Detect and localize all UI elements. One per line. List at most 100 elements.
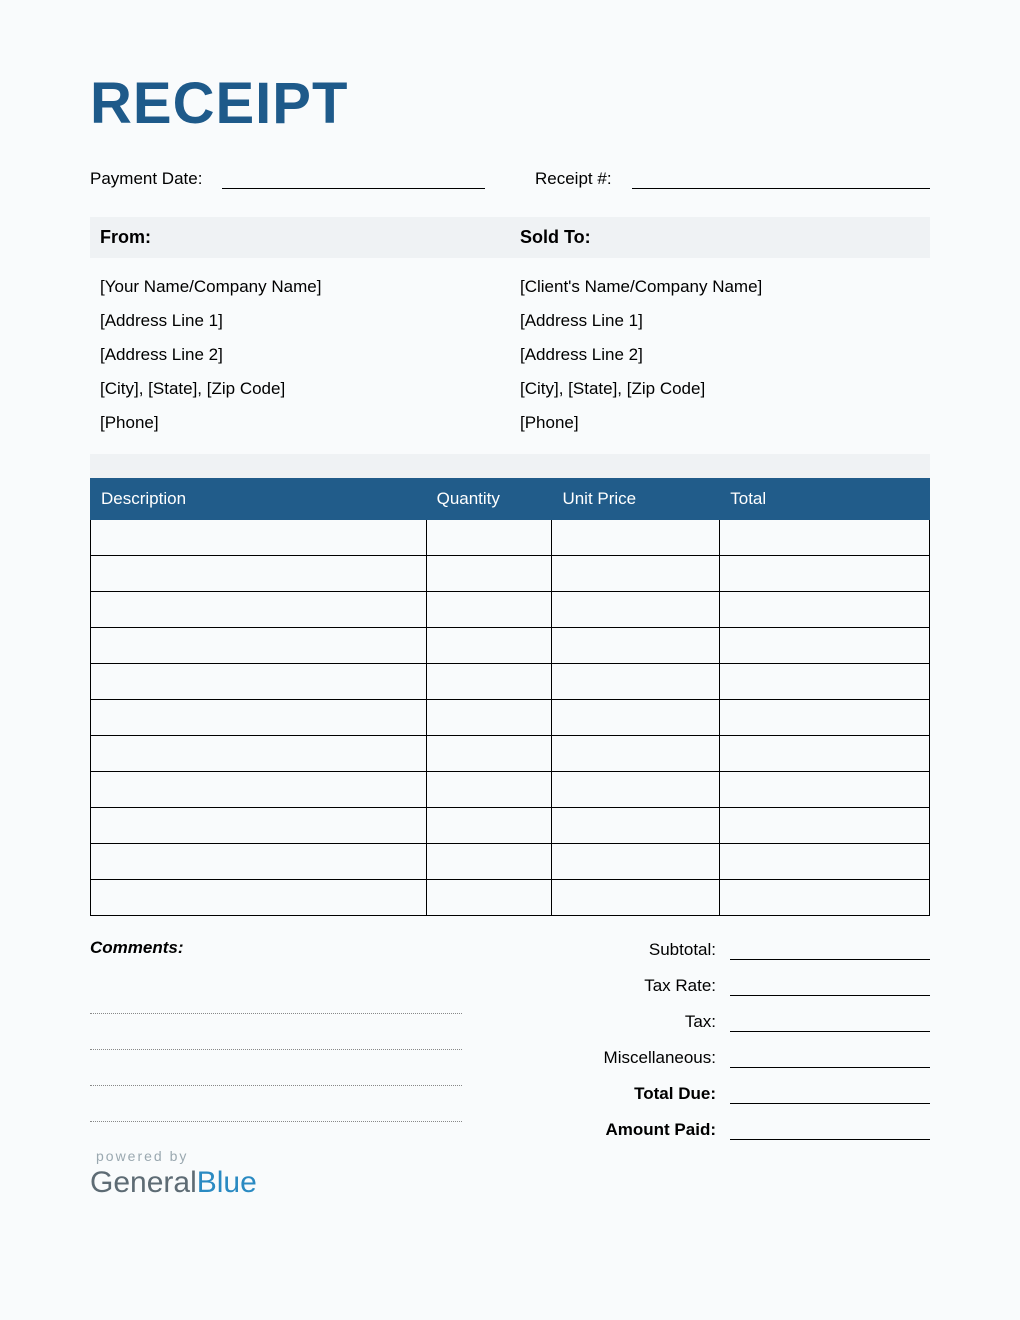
table-cell[interactable]: [91, 736, 427, 772]
totals-input[interactable]: [730, 1118, 930, 1140]
comment-line[interactable]: [90, 1086, 462, 1122]
soldto-line: [Phone]: [520, 406, 930, 440]
table-cell[interactable]: [552, 736, 720, 772]
items-table: Description Quantity Unit Price Total: [90, 478, 930, 916]
table-cell[interactable]: [720, 808, 930, 844]
table-cell[interactable]: [426, 520, 552, 556]
soldto-header: Sold To:: [510, 227, 930, 248]
table-cell[interactable]: [426, 664, 552, 700]
table-cell[interactable]: [552, 772, 720, 808]
table-cell[interactable]: [91, 844, 427, 880]
table-row: [91, 520, 930, 556]
totals-label: Amount Paid:: [502, 1120, 716, 1140]
document-title: RECEIPT: [90, 70, 930, 137]
table-cell[interactable]: [720, 592, 930, 628]
table-cell[interactable]: [91, 664, 427, 700]
table-row: [91, 700, 930, 736]
table-cell[interactable]: [91, 772, 427, 808]
totals-label: Tax:: [502, 1012, 716, 1032]
table-cell[interactable]: [426, 700, 552, 736]
bottom-section: Comments: powered by GeneralBlue Subtota…: [90, 938, 930, 1200]
totals-input[interactable]: [730, 1046, 930, 1068]
table-cell[interactable]: [91, 592, 427, 628]
table-cell[interactable]: [552, 556, 720, 592]
totals-row: Subtotal:: [502, 938, 930, 960]
table-cell[interactable]: [552, 700, 720, 736]
table-cell[interactable]: [720, 772, 930, 808]
table-cell[interactable]: [426, 628, 552, 664]
table-cell[interactable]: [552, 520, 720, 556]
party-header-row: From: Sold To:: [90, 217, 930, 258]
totals-input[interactable]: [730, 938, 930, 960]
logo-text: GeneralBlue: [90, 1166, 462, 1200]
table-cell[interactable]: [91, 628, 427, 664]
powered-by-text: powered by: [96, 1148, 462, 1164]
soldto-line: [Address Line 2]: [520, 338, 930, 372]
receipt-number-input[interactable]: [632, 167, 930, 189]
table-row: [91, 736, 930, 772]
col-unit-price: Unit Price: [552, 479, 720, 520]
totals-row: Amount Paid:: [502, 1118, 930, 1140]
table-row: [91, 880, 930, 916]
from-line: [Address Line 1]: [100, 304, 510, 338]
col-quantity: Quantity: [426, 479, 552, 520]
table-cell[interactable]: [91, 808, 427, 844]
table-cell[interactable]: [426, 880, 552, 916]
payment-date-input[interactable]: [222, 167, 485, 189]
totals-row: Tax:: [502, 1010, 930, 1032]
from-line: [Phone]: [100, 406, 510, 440]
payment-date-label: Payment Date:: [90, 169, 202, 189]
table-cell[interactable]: [552, 628, 720, 664]
table-cell[interactable]: [426, 844, 552, 880]
soldto-line: [Client's Name/Company Name]: [520, 270, 930, 304]
table-cell[interactable]: [91, 700, 427, 736]
totals-row: Total Due:: [502, 1082, 930, 1104]
from-column: [Your Name/Company Name] [Address Line 1…: [90, 270, 510, 440]
comment-line[interactable]: [90, 1050, 462, 1086]
table-cell[interactable]: [426, 736, 552, 772]
comment-line[interactable]: [90, 1014, 462, 1050]
table-cell[interactable]: [91, 880, 427, 916]
from-line: [City], [State], [Zip Code]: [100, 372, 510, 406]
receipt-number-field: Receipt #:: [535, 167, 930, 189]
table-cell[interactable]: [552, 808, 720, 844]
comment-line[interactable]: [90, 978, 462, 1014]
logo-part1: General: [90, 1166, 197, 1199]
totals-label: Miscellaneous:: [502, 1048, 716, 1068]
table-cell[interactable]: [720, 520, 930, 556]
table-cell[interactable]: [720, 880, 930, 916]
totals-input[interactable]: [730, 974, 930, 996]
totals-block: Subtotal:Tax Rate:Tax:Miscellaneous:Tota…: [502, 938, 930, 1200]
table-cell[interactable]: [91, 520, 427, 556]
table-header-row: Description Quantity Unit Price Total: [91, 479, 930, 520]
payment-date-field: Payment Date:: [90, 167, 485, 189]
totals-input[interactable]: [730, 1010, 930, 1032]
table-cell[interactable]: [552, 664, 720, 700]
table-cell[interactable]: [720, 556, 930, 592]
table-cell[interactable]: [552, 844, 720, 880]
table-cell[interactable]: [720, 628, 930, 664]
table-cell[interactable]: [720, 664, 930, 700]
table-cell[interactable]: [426, 772, 552, 808]
col-description: Description: [91, 479, 427, 520]
totals-label: Subtotal:: [502, 940, 716, 960]
party-body: [Your Name/Company Name] [Address Line 1…: [90, 270, 930, 440]
table-cell[interactable]: [720, 844, 930, 880]
table-cell[interactable]: [426, 556, 552, 592]
table-cell[interactable]: [720, 700, 930, 736]
totals-input[interactable]: [730, 1082, 930, 1104]
table-cell[interactable]: [552, 592, 720, 628]
table-cell[interactable]: [426, 808, 552, 844]
table-row: [91, 628, 930, 664]
table-cell[interactable]: [552, 880, 720, 916]
from-line: [Address Line 2]: [100, 338, 510, 372]
table-row: [91, 844, 930, 880]
logo-part2: Blue: [197, 1166, 257, 1199]
soldto-line: [Address Line 1]: [520, 304, 930, 338]
table-cell[interactable]: [720, 736, 930, 772]
table-cell[interactable]: [426, 592, 552, 628]
from-header: From:: [90, 227, 510, 248]
spacer-bar: [90, 454, 930, 478]
table-cell[interactable]: [91, 556, 427, 592]
table-row: [91, 664, 930, 700]
